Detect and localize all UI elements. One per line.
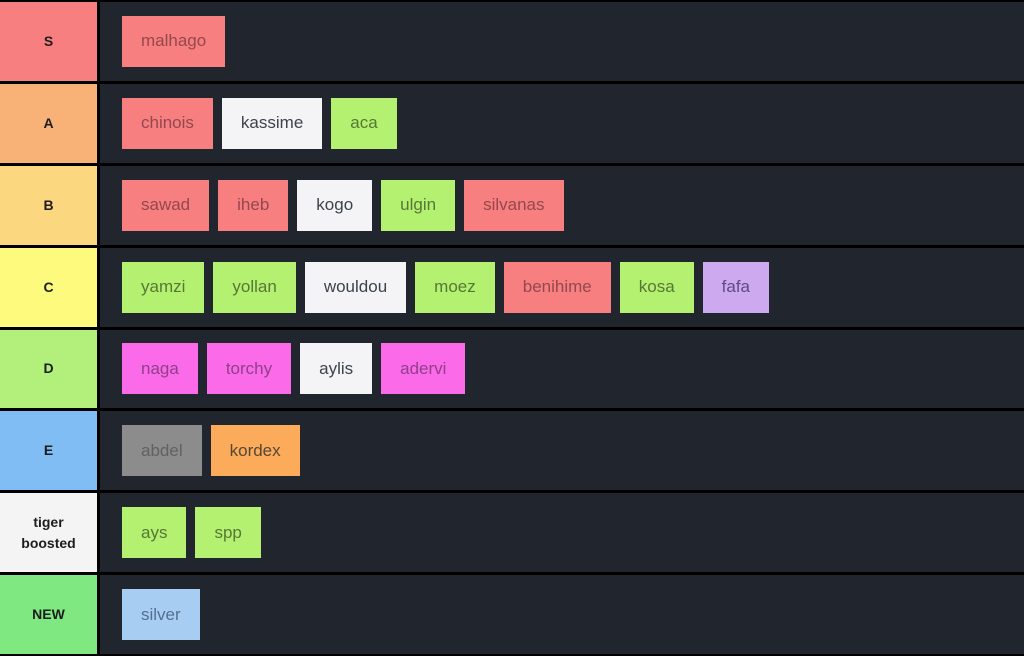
tier-item-kordex[interactable]: kordex xyxy=(210,425,300,477)
tier-item-silvanas[interactable]: silvanas xyxy=(464,179,564,231)
tier-label-new: NEW xyxy=(0,575,100,654)
tier-item-malhago[interactable]: malhago xyxy=(122,15,226,67)
tier-item-moez[interactable]: moez xyxy=(415,261,495,313)
tier-label-b: B xyxy=(0,165,100,245)
tier-label-c: C xyxy=(0,247,100,327)
tier-row-new: NEW silver xyxy=(0,575,1024,656)
tier-item-sawad[interactable]: sawad xyxy=(122,179,210,231)
tier-item-naga[interactable]: naga xyxy=(122,343,198,395)
tier-row-dropzone-d[interactable]: naga torchy aylis adervi xyxy=(100,329,1024,409)
tier-row-dropzone-a[interactable]: chinois kassime aca xyxy=(100,83,1024,163)
tier-item-torchy[interactable]: torchy xyxy=(206,343,292,395)
tier-row-dropzone-e[interactable]: abdel kordex xyxy=(100,411,1024,491)
tier-item-aca[interactable]: aca xyxy=(331,97,397,149)
tier-label-e: E xyxy=(0,411,100,491)
tier-row-dropzone-tiger-boosted[interactable]: ays spp xyxy=(100,493,1024,573)
tier-label-s: S xyxy=(0,2,100,81)
tier-item-silver[interactable]: silver xyxy=(122,589,200,641)
tier-item-kassime[interactable]: kassime xyxy=(221,97,323,149)
tier-item-aylis[interactable]: aylis xyxy=(300,343,373,395)
tier-item-yollan[interactable]: yollan xyxy=(213,261,296,313)
tier-item-yamzi[interactable]: yamzi xyxy=(122,261,205,313)
tier-item-ulgin[interactable]: ulgin xyxy=(381,179,456,231)
tier-row-dropzone-s[interactable]: malhago xyxy=(100,2,1024,81)
tier-label-tiger-boosted: tiger boosted xyxy=(0,493,100,573)
tier-item-spp[interactable]: spp xyxy=(195,507,261,559)
tier-row-dropzone-c[interactable]: yamzi yollan wouldou moez benihime kosa fafa xyxy=(100,247,1024,327)
tier-item-adervi[interactable]: adervi xyxy=(381,343,466,395)
tier-row-tiger-boosted: tiger boosted ays spp xyxy=(0,493,1024,576)
tier-item-chinois[interactable]: chinois xyxy=(122,97,213,149)
tier-item-iheb[interactable]: iheb xyxy=(218,179,289,231)
tier-label-d: D xyxy=(0,329,100,409)
tier-item-kosa[interactable]: kosa xyxy=(619,261,694,313)
tier-item-benihime[interactable]: benihime xyxy=(503,261,611,313)
tier-item-ays[interactable]: ays xyxy=(122,507,187,559)
tier-row-dropzone-b[interactable]: sawad iheb kogo ulgin silvanas xyxy=(100,165,1024,245)
tier-label-a: A xyxy=(0,83,100,163)
tier-item-fafa[interactable]: fafa xyxy=(702,261,770,313)
tier-row-dropzone-new[interactable]: silver xyxy=(100,575,1024,654)
tier-item-kogo[interactable]: kogo xyxy=(297,179,373,231)
tier-item-wouldou[interactable]: wouldou xyxy=(304,261,407,313)
tier-item-abdel[interactable]: abdel xyxy=(122,425,202,477)
